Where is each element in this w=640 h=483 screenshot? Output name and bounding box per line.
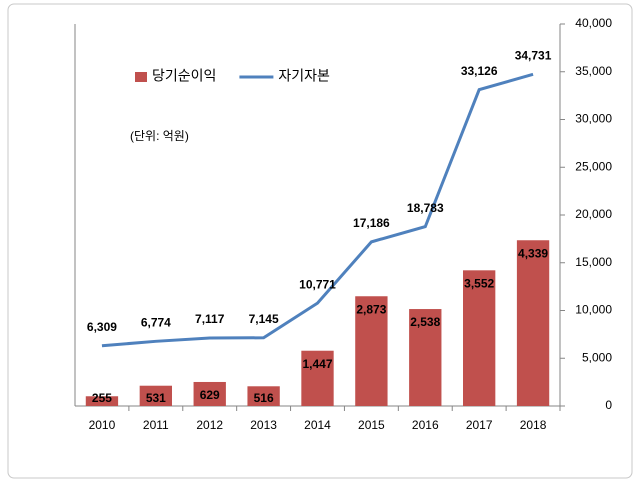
x-tick-label: 2015 <box>358 418 385 432</box>
bar-value-label: 3,552 <box>464 276 494 290</box>
bar-value-label: 629 <box>200 388 220 402</box>
line-value-label: 6,774 <box>141 315 171 329</box>
line <box>101 72 534 348</box>
bar <box>463 270 496 406</box>
line-value-label: 17,186 <box>353 216 390 230</box>
line-value-label: 33,126 <box>461 64 498 78</box>
legend-swatch <box>135 72 147 82</box>
bar <box>247 386 280 406</box>
y2-tick-label: 15,000 <box>575 255 612 269</box>
bar <box>139 385 172 406</box>
y2-tick-label: 35,000 <box>575 64 612 78</box>
x-tick-label: 2012 <box>196 418 223 432</box>
bar <box>85 396 119 406</box>
x-tick-label: 2010 <box>89 418 116 432</box>
bar <box>193 381 226 406</box>
bar-value-label: 2,538 <box>410 315 440 329</box>
line-value-label: 18,783 <box>407 201 444 215</box>
bar <box>301 350 334 406</box>
x-tick-label: 2017 <box>466 418 493 432</box>
bar-value-label: 516 <box>254 391 274 405</box>
y2-tick-label: 20,000 <box>575 207 612 221</box>
line-value-label: 7,145 <box>249 312 279 326</box>
bar <box>355 296 388 406</box>
bar-value-label: 1,447 <box>302 357 332 371</box>
x-tick-label: 2014 <box>304 418 331 432</box>
bar-value-label: 2,873 <box>356 302 386 316</box>
bar <box>516 240 550 406</box>
x-tick-label: 2013 <box>250 418 277 432</box>
y2-tick-label: 40,000 <box>575 16 612 30</box>
bar <box>409 309 442 406</box>
x-tick-label: 2016 <box>412 418 439 432</box>
line-value-label: 10,771 <box>299 277 336 291</box>
y2-tick-label: 30,000 <box>575 112 612 126</box>
bar-value-label: 255 <box>92 391 112 405</box>
x-tick-label: 2011 <box>143 418 169 432</box>
y2-tick-label: 0 <box>605 398 612 412</box>
line-value-label: 6,309 <box>87 320 117 334</box>
line-value-label: 34,731 <box>515 48 552 62</box>
bar-value-label: 4,339 <box>518 246 548 260</box>
y2-tick-label: 10,000 <box>575 303 612 317</box>
y2-tick-label: 5,000 <box>582 350 612 364</box>
x-tick-label: 2018 <box>520 418 547 432</box>
legend-label: 당기순이익 <box>152 68 216 84</box>
bar-value-label: 531 <box>146 391 166 405</box>
annotation: (단위: 억원) <box>130 129 189 143</box>
line-value-label: 7,117 <box>195 312 225 326</box>
legend-label: 자기자본 <box>278 68 330 84</box>
y2-tick-label: 25,000 <box>575 159 612 173</box>
